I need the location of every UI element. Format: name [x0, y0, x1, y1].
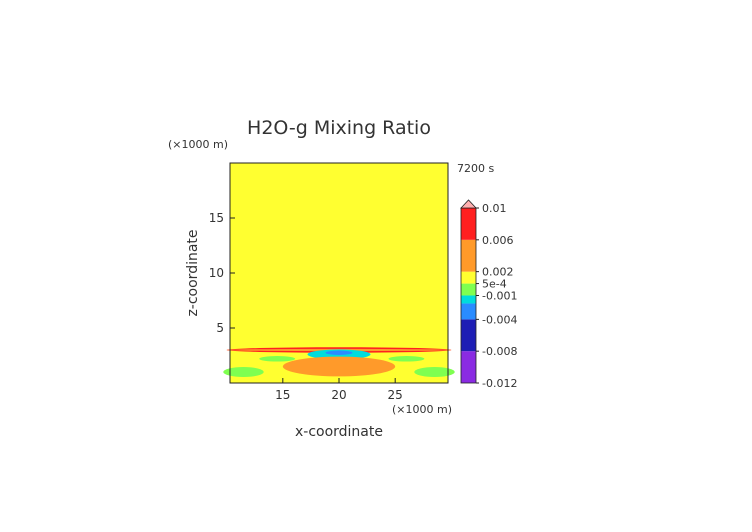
- colorbar-tick-label: 0.01: [482, 202, 507, 215]
- colorbar-tick-label: -0.008: [482, 345, 517, 358]
- x-tick-label: 15: [275, 388, 290, 402]
- colorbar-segment: [461, 319, 476, 352]
- y-axis-label: z-coordinate: [185, 229, 201, 316]
- plot-area: [223, 163, 455, 383]
- colorbar-extend-arrow: [460, 199, 477, 209]
- y-tick-label: 5: [216, 321, 224, 335]
- x-tick-label: 25: [388, 388, 403, 402]
- colorbar-tick-label: 0.006: [482, 234, 514, 247]
- field-side-green-left: [259, 356, 296, 362]
- colorbar-segment: [461, 239, 476, 272]
- colorbar-tick-label: -0.004: [482, 313, 517, 326]
- colorbar-tick-label: -0.001: [482, 290, 517, 303]
- colorbar-segment: [461, 208, 476, 240]
- y-axis: 5 10 15: [209, 211, 235, 335]
- colorbar-tick-label: 5e-4: [482, 278, 507, 291]
- y-unit-label: (×1000 m): [168, 138, 228, 151]
- colorbar-segment: [461, 351, 476, 383]
- field-core: [325, 350, 353, 355]
- colorbar-segment: [461, 271, 476, 284]
- field-side-green-right: [388, 356, 425, 362]
- field-lower-green-left: [223, 367, 264, 377]
- time-label: 7200 s: [457, 162, 494, 175]
- field-background: [230, 163, 448, 383]
- y-tick-label: 15: [209, 211, 224, 225]
- chart-title: H2O-g Mixing Ratio: [247, 117, 431, 139]
- colorbar-tick-label: -0.012: [482, 377, 517, 390]
- colorbar-tick-label: 0.002: [482, 266, 514, 279]
- colorbar-segment: [461, 295, 476, 304]
- x-tick-label: 20: [331, 388, 346, 402]
- colorbar-segment: [461, 283, 476, 296]
- y-tick-label: 10: [209, 266, 224, 280]
- x-axis: 15 20 25: [275, 378, 403, 402]
- colorbar-segment: [461, 303, 476, 320]
- field-moist-lobe: [282, 356, 396, 377]
- field-lower-green-right: [414, 367, 455, 377]
- x-axis-label: x-coordinate: [295, 424, 383, 440]
- x-unit-label: (×1000 m): [392, 403, 452, 416]
